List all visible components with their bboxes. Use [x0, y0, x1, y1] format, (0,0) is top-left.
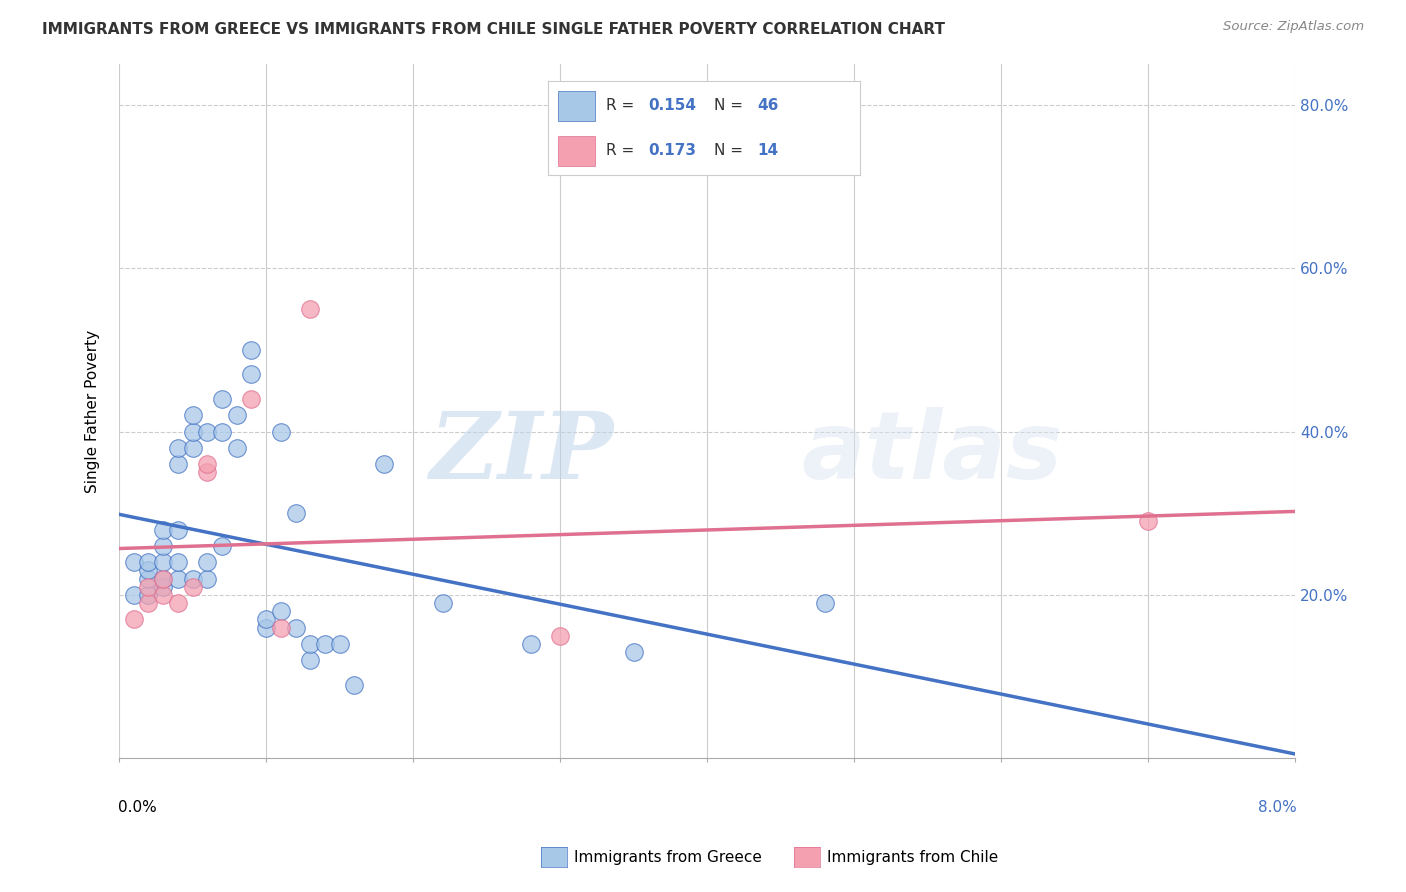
Point [152, 555, 174, 569]
Point [152, 572, 174, 586]
Point [167, 458, 190, 472]
Point [623, 645, 645, 659]
Point [181, 409, 204, 423]
Point [181, 425, 204, 439]
Point [122, 612, 145, 626]
Text: 8.0%: 8.0% [1258, 800, 1296, 815]
Point [211, 425, 233, 439]
Point [138, 596, 160, 610]
Point [195, 425, 218, 439]
Point [167, 523, 190, 537]
Point [329, 637, 352, 651]
Point [254, 612, 277, 626]
Text: IMMIGRANTS FROM GREECE VS IMMIGRANTS FROM CHILE SINGLE FATHER POVERTY CORRELATIO: IMMIGRANTS FROM GREECE VS IMMIGRANTS FRO… [42, 22, 945, 37]
Point [240, 343, 263, 357]
Point [195, 466, 218, 480]
Point [211, 539, 233, 553]
Text: ZIP: ZIP [429, 408, 613, 498]
Point [152, 588, 174, 602]
Point [195, 572, 218, 586]
Point [167, 596, 190, 610]
Point [181, 580, 204, 594]
Point [195, 555, 218, 569]
Point [138, 572, 160, 586]
Point [270, 604, 292, 618]
Point [1137, 515, 1160, 529]
Point [152, 580, 174, 594]
Point [138, 588, 160, 602]
Point [225, 441, 247, 455]
Point [152, 539, 174, 553]
Text: Immigrants from Chile: Immigrants from Chile [827, 850, 998, 864]
Point [152, 523, 174, 537]
Text: Source: ZipAtlas.com: Source: ZipAtlas.com [1223, 20, 1364, 33]
Point [299, 653, 322, 667]
Point [270, 621, 292, 635]
Point [343, 678, 366, 692]
Point [225, 409, 247, 423]
Point [240, 368, 263, 382]
Point [284, 621, 307, 635]
Point [548, 629, 571, 643]
Text: Immigrants from Greece: Immigrants from Greece [574, 850, 762, 864]
Point [167, 572, 190, 586]
Point [520, 637, 543, 651]
Y-axis label: Single Father Poverty: Single Father Poverty [86, 330, 100, 492]
Point [122, 588, 145, 602]
Point [152, 572, 174, 586]
Point [240, 392, 263, 406]
Point [195, 458, 218, 472]
Point [138, 564, 160, 578]
Point [373, 458, 395, 472]
Point [432, 596, 454, 610]
Point [314, 637, 336, 651]
Point [138, 555, 160, 569]
Point [270, 425, 292, 439]
Point [181, 572, 204, 586]
Point [299, 637, 322, 651]
Point [122, 555, 145, 569]
Point [299, 302, 322, 317]
Point [814, 596, 837, 610]
Text: 0.0%: 0.0% [118, 800, 156, 815]
Point [138, 580, 160, 594]
Point [211, 392, 233, 406]
Point [167, 441, 190, 455]
Point [167, 555, 190, 569]
Point [181, 441, 204, 455]
Text: atlas: atlas [801, 407, 1063, 499]
Point [284, 506, 307, 520]
Point [254, 621, 277, 635]
